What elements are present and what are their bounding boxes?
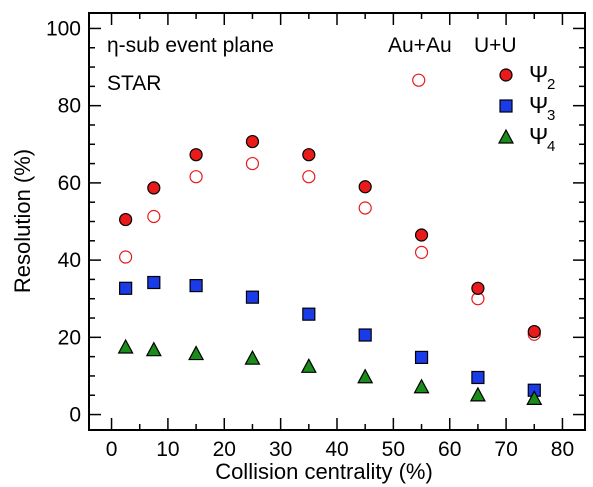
x-tick-label: 70: [494, 438, 517, 461]
auau-psi2-point: [302, 148, 316, 162]
auau-psi2-point: [471, 281, 485, 295]
auau-psi2-point: [245, 134, 260, 149]
uu-psi2-point: [414, 245, 429, 259]
auau-psi2-point: [527, 324, 541, 339]
y-axis-title: Resolution (%): [10, 149, 35, 293]
tick-labels: 0 10 20 30 40 50 60 70 80 0 20 40 60 80 100: [46, 17, 574, 461]
uu-psi2-point: [189, 170, 203, 184]
x-tick-label: 60: [438, 438, 461, 461]
auau-psi4-point: [145, 341, 162, 357]
y-tick-label: 40: [58, 249, 81, 272]
legend-label-psi2: Ψ: [529, 61, 548, 87]
auau-psi3-point: [358, 328, 372, 342]
y-tick-label: 60: [58, 172, 81, 195]
uu-psi2-point: [119, 250, 133, 264]
auau-psi4-point: [188, 345, 205, 361]
uu-psi2-point: [245, 156, 260, 171]
legend-marker-psi2: [499, 68, 513, 82]
legend-subscript-psi4: 4: [547, 138, 555, 155]
auau-psi4-point: [244, 349, 261, 365]
auau-psi4-point: [357, 368, 374, 384]
x-tick-label: 30: [269, 438, 292, 461]
x-tick-label: 40: [325, 438, 348, 461]
auau-psi4-point: [117, 338, 134, 354]
x-tick-label: 20: [213, 438, 236, 461]
plot-frame: [88, 12, 586, 431]
uu-psi2-point: [358, 201, 372, 215]
uu-psi2-point: [412, 73, 426, 87]
auau-psi3-point: [302, 307, 316, 321]
auau-psi2-point: [358, 180, 372, 194]
auau-psi4-point: [413, 378, 430, 394]
auau-psi2-point: [147, 181, 161, 195]
auau-psi4-point: [469, 386, 486, 402]
auau-psi3-point: [471, 370, 485, 385]
auau-psi3-point: [414, 350, 429, 365]
legend-marker-psi3: [499, 99, 513, 113]
y-tick-label: 0: [69, 404, 81, 427]
auau-psi2-point: [119, 212, 133, 227]
auau-psi3-point: [147, 275, 161, 290]
annotation-uu: U+U: [474, 34, 517, 57]
auau-psi3-point: [189, 278, 203, 293]
x-axis-title: Collision centrality (%): [215, 459, 433, 484]
x-tick-label: 80: [551, 438, 574, 461]
auau-psi3-point: [245, 290, 260, 304]
annotation-auau: Au+Au: [388, 34, 452, 57]
y-tick-label: 100: [46, 17, 81, 40]
y-tick-label: 20: [58, 326, 81, 349]
legend-label-psi3: Ψ: [529, 92, 548, 118]
uu-psi2-point: [147, 209, 161, 224]
data-points: [117, 73, 543, 405]
legend-subscript-psi3: 3: [547, 107, 555, 124]
legend-marker-psi4: [497, 128, 515, 144]
uu-psi2-point: [302, 170, 316, 184]
auau-psi4-point: [526, 390, 543, 405]
legend-label-psi4: Ψ: [529, 123, 548, 149]
annotation-star: STAR: [107, 72, 161, 95]
y-tick-label: 80: [58, 95, 81, 118]
x-tick-label: 0: [106, 438, 118, 461]
annotation-event-plane: η-sub event plane: [107, 34, 274, 57]
legend-subscript-psi2: 2: [547, 76, 555, 93]
x-tick-label: 50: [382, 438, 405, 461]
auau-psi2-point: [414, 228, 429, 242]
x-tick-label: 10: [156, 438, 179, 461]
auau-psi2-point: [189, 148, 203, 162]
auau-psi4-point: [300, 358, 317, 373]
auau-psi3-point: [119, 281, 133, 295]
